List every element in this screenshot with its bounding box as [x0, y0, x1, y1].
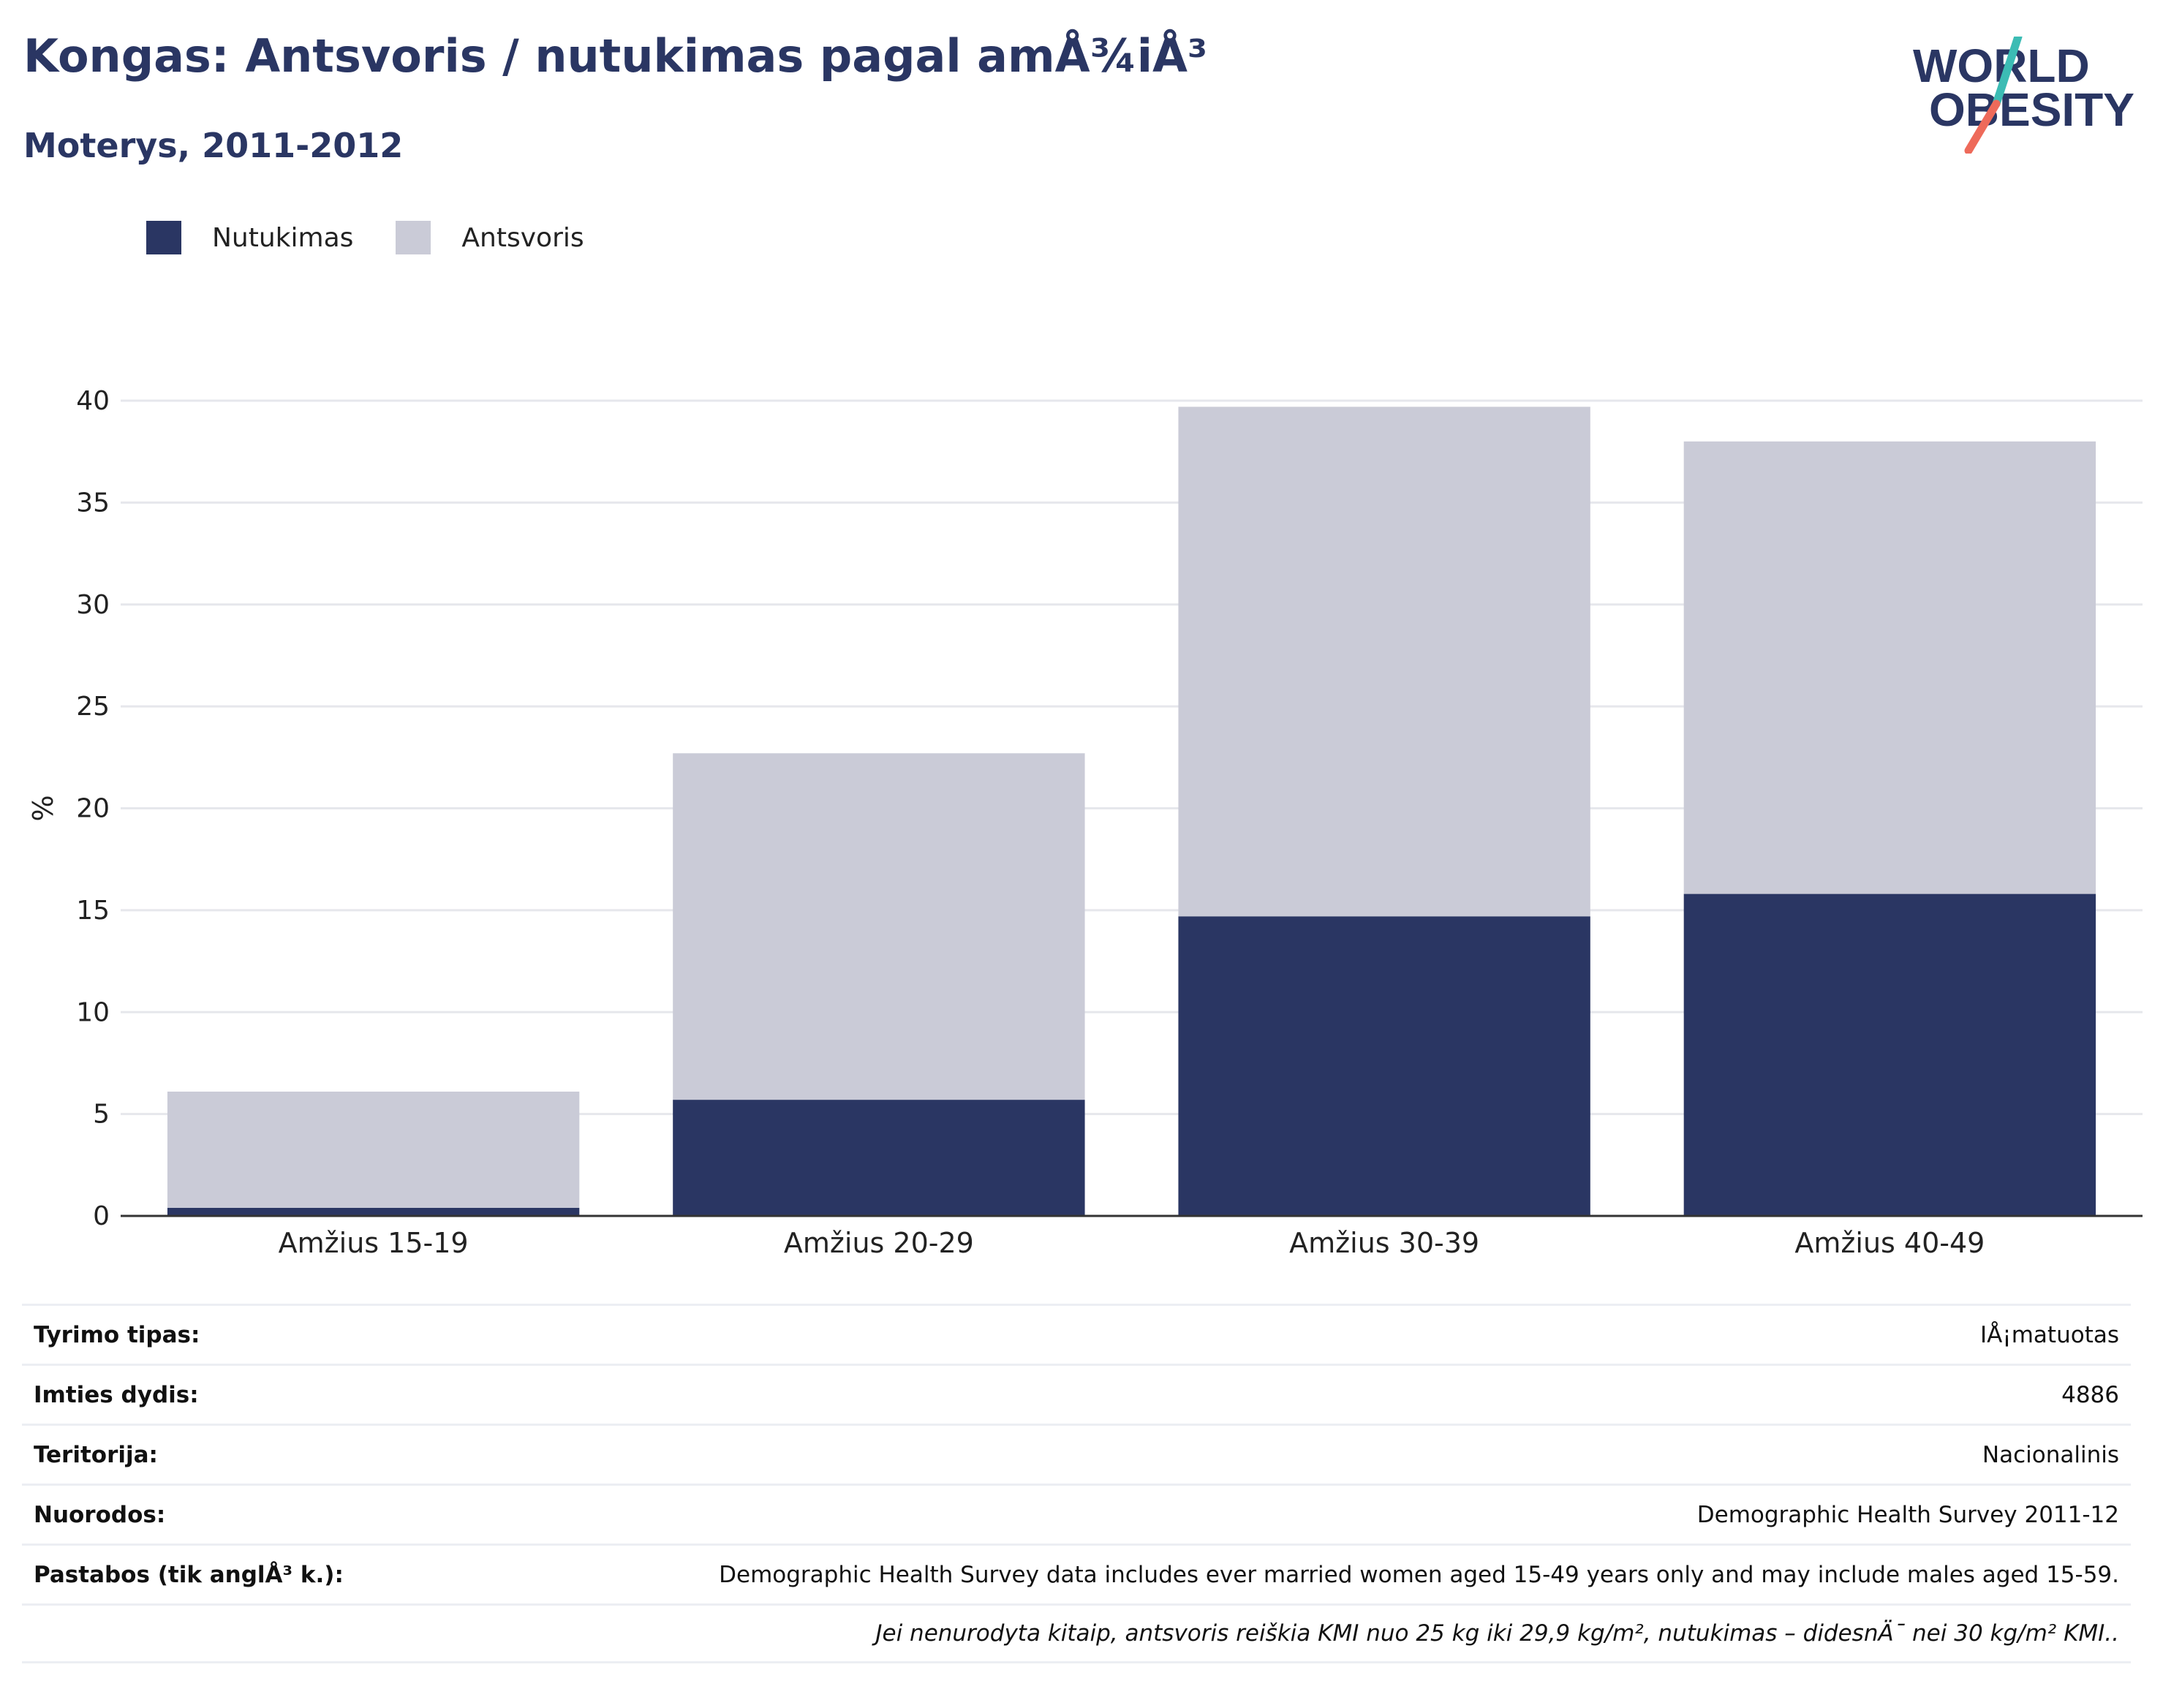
legend-item-nutukimas[interactable]: Nutukimas [146, 221, 353, 254]
logo-slash-teal [1992, 37, 2023, 108]
info-row-references: Nuorodos: Demographic Health Survey 2011… [22, 1484, 2131, 1543]
x-tick-label: Amžius 30-39 [1289, 1227, 1479, 1259]
legend: Nutukimas Antsvoris [146, 219, 627, 256]
info-value: Demographic Health Survey 2011-12 [1696, 1501, 2119, 1528]
legend-label-nutukimas: Nutukimas [212, 222, 354, 253]
bar-antsvoris-3 [1178, 407, 1590, 917]
y-tick-label: 35 [76, 488, 110, 518]
chart-subtitle: Moterys, 2011-2012 [23, 126, 404, 165]
y-tick-label: 25 [76, 692, 110, 722]
x-tick-label: Amžius 20-29 [784, 1227, 974, 1259]
x-tick-label: Amžius 15-19 [279, 1227, 469, 1259]
world-obesity-logo: WORLD OBESITY [1913, 37, 2134, 154]
bar-antsvoris-1 [167, 1091, 580, 1208]
chart-title: Kongas: Antsvoris / nutukimas pagal amÅ¾… [23, 29, 1208, 83]
legend-item-antsvoris[interactable]: Antsvoris [396, 221, 584, 254]
info-key: Pastabos (tik anglÅ³ k.): [34, 1561, 344, 1588]
legend-swatch-antsvoris [396, 221, 431, 254]
bar-nutukimas-2 [673, 1100, 1085, 1216]
y-axis-label: % [27, 795, 59, 821]
info-key: Imties dydis: [34, 1381, 199, 1408]
y-tick-label: 15 [76, 896, 110, 926]
info-value: Nacionalinis [1982, 1441, 2119, 1468]
y-tick-label: 20 [76, 794, 110, 824]
info-value: 4886 [2061, 1381, 2119, 1408]
bar-antsvoris-2 [673, 753, 1085, 1100]
logo-word-obesity: OBESITY [1929, 83, 2134, 136]
stacked-bar-chart: 0 5 10 15 20 25 30 35 40% Amžius 15-19 Amžius 20-2… [27, 386, 2143, 1259]
info-row-sample-size: Imties dydis: 4886 [22, 1364, 2131, 1424]
info-key: Teritorija: [34, 1441, 158, 1468]
logo-slash-coral [1964, 99, 2001, 154]
y-tick-label: 10 [76, 997, 110, 1027]
info-key: Nuorodos: [34, 1501, 166, 1528]
bar-nutukimas-1 [167, 1207, 580, 1216]
info-value: IÅ¡matuotas [1979, 1321, 2119, 1348]
info-key: Tyrimo tipas: [34, 1321, 200, 1348]
info-value: Demographic Health Survey data includes … [719, 1561, 2119, 1588]
info-row-definition-note: Jei nenurodyta kitaip, antsvoris reiškia… [22, 1603, 2131, 1663]
definition-note: Jei nenurodyta kitaip, antsvoris reiškia… [875, 1620, 2119, 1647]
y-tick-label: 5 [93, 1100, 110, 1130]
bar-antsvoris-4 [1683, 441, 2096, 894]
y-tick-label: 0 [93, 1201, 110, 1231]
info-row-territory: Teritorija: Nacionalinis [22, 1424, 2131, 1484]
bar-nutukimas-4 [1683, 893, 2096, 1216]
legend-swatch-nutukimas [146, 221, 181, 254]
bar-nutukimas-3 [1178, 916, 1590, 1216]
x-tick-label: Amžius 40-49 [1794, 1227, 1985, 1259]
legend-label-antsvoris: Antsvoris [461, 222, 584, 253]
info-table: Tyrimo tipas: IÅ¡matuotas Imties dydis: … [22, 1304, 2131, 1663]
y-tick-label: 40 [76, 386, 110, 416]
info-row-notes: Pastabos (tik anglÅ³ k.): Demographic He… [22, 1543, 2131, 1603]
info-row-survey-type: Tyrimo tipas: IÅ¡matuotas [22, 1304, 2131, 1364]
y-tick-label: 30 [76, 590, 110, 620]
